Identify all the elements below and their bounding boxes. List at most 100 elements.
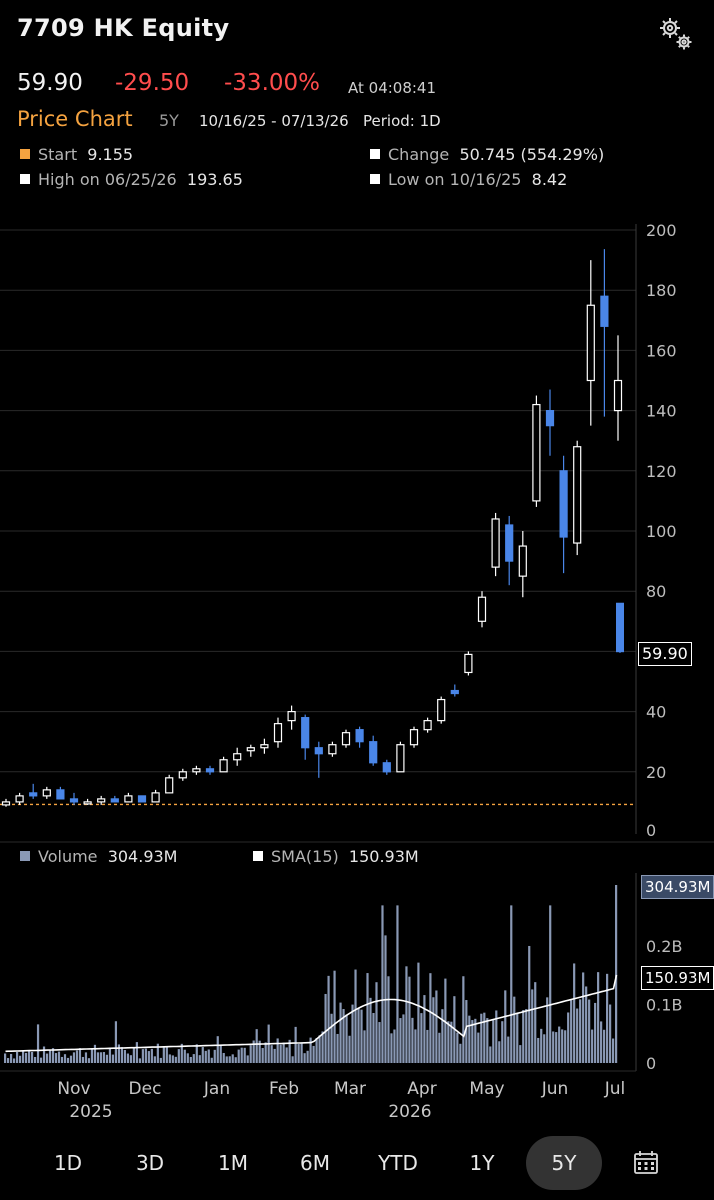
volume-bar xyxy=(270,1045,273,1063)
volume-bar xyxy=(27,1050,31,1063)
timeframe-6m[interactable]: 6M xyxy=(300,1151,330,1175)
stat-change-value: 50.745 (554.29%) xyxy=(459,145,605,164)
timeframe-3d[interactable]: 3D xyxy=(135,1151,165,1175)
x-month-label: Jul xyxy=(604,1079,626,1099)
timeframe-1y[interactable]: 1Y xyxy=(469,1151,495,1175)
volume-bar xyxy=(366,973,369,1063)
volume-bar xyxy=(33,1056,37,1063)
candle-body xyxy=(110,798,119,803)
candle-body xyxy=(151,792,160,803)
sma-label: SMA(15) xyxy=(271,847,339,866)
volume-bar xyxy=(204,1050,207,1063)
volume-bar xyxy=(549,905,552,1063)
volume-bar xyxy=(363,1030,366,1063)
volume-bar xyxy=(75,1050,79,1063)
last-price-tag: 59.90 xyxy=(638,642,692,666)
candle-body xyxy=(29,792,38,797)
volume-bar xyxy=(555,1032,558,1063)
volume-bar xyxy=(459,1043,462,1063)
page-title: 7709 HK Equity xyxy=(17,14,230,42)
volume-bar xyxy=(402,1014,405,1063)
volume-bar xyxy=(450,1021,453,1063)
price-chart-title: Price Chart xyxy=(17,107,133,131)
volume-bar xyxy=(468,1015,471,1063)
volume-bar xyxy=(273,1048,276,1063)
volume-bar xyxy=(4,1053,7,1063)
volume-legend: Volume 304.93M xyxy=(20,847,177,866)
stat-high-value: 193.65 xyxy=(186,170,243,189)
volume-bar xyxy=(510,905,513,1063)
volume-bar xyxy=(24,1052,28,1063)
volume-bar xyxy=(558,1026,561,1063)
volume-bar xyxy=(117,1044,121,1063)
volume-bar xyxy=(264,1042,267,1063)
volume-bar xyxy=(186,1053,189,1063)
timeframe-ytd[interactable]: YTD xyxy=(378,1151,418,1175)
candle-body xyxy=(586,304,595,382)
volume-bar xyxy=(426,1029,429,1063)
timeframe-1d[interactable]: 1D xyxy=(53,1151,83,1175)
volume-bar xyxy=(486,1018,489,1063)
volume-bar xyxy=(357,1008,360,1063)
volume-bar xyxy=(477,1032,480,1063)
x-month-label: Mar xyxy=(334,1079,366,1099)
volume-bar xyxy=(579,999,582,1063)
volume-bar xyxy=(438,1032,441,1063)
candle-body xyxy=(83,801,92,805)
candle-body xyxy=(314,747,323,755)
gear-icon[interactable] xyxy=(656,14,696,54)
volume-bar xyxy=(312,1045,315,1063)
calendar-icon[interactable] xyxy=(632,1150,660,1176)
volume-bar xyxy=(180,1043,183,1063)
candle-body xyxy=(600,295,609,327)
volume-bar xyxy=(324,993,327,1063)
volume-bar xyxy=(609,1004,612,1063)
volume-bar xyxy=(570,999,573,1063)
volume-bar xyxy=(456,1032,459,1063)
volume-bar xyxy=(597,972,600,1063)
volume-bar xyxy=(42,1046,46,1063)
volume-bar xyxy=(615,885,618,1063)
volume-bar xyxy=(351,1004,354,1063)
volume-bar xyxy=(246,1055,249,1063)
sma-line xyxy=(5,974,618,1053)
candle-body xyxy=(532,403,541,502)
candle-body xyxy=(205,768,215,773)
volume-bar xyxy=(435,990,438,1063)
candle-body xyxy=(42,789,51,797)
candle-body xyxy=(246,747,255,752)
volume-bar xyxy=(465,1000,468,1063)
timeframe-1m[interactable]: 1M xyxy=(218,1151,248,1175)
volume-bar xyxy=(171,1055,174,1063)
volume-bar xyxy=(96,1052,100,1063)
volume-bar xyxy=(39,1057,43,1063)
volume-bar xyxy=(306,1050,309,1063)
candle-body xyxy=(464,653,473,674)
price-and-volume-chart[interactable]: 02040608010012014016018020000.1B0.2BNovD… xyxy=(0,210,714,1130)
candle-body xyxy=(505,524,514,562)
low-marker xyxy=(370,174,380,184)
price-tick-label: 0 xyxy=(646,821,656,840)
volume-bar xyxy=(93,1044,97,1063)
volume-bar xyxy=(240,1047,243,1063)
volume-bar xyxy=(567,1012,570,1063)
volume-bar xyxy=(588,999,591,1063)
volume-bar xyxy=(15,1051,19,1063)
candle-body xyxy=(273,723,283,743)
volume-bar xyxy=(408,976,411,1063)
volume-bar xyxy=(225,1056,228,1063)
volume-bar xyxy=(483,1012,486,1063)
volume-bar xyxy=(252,1040,255,1063)
volume-tick-label: 0.2B xyxy=(646,937,682,956)
x-month-label: Jun xyxy=(541,1079,569,1099)
volume-bar xyxy=(327,975,330,1063)
volume-bar xyxy=(291,1056,294,1063)
volume-bar xyxy=(360,1009,363,1063)
volume-bar xyxy=(612,1038,615,1063)
volume-marker xyxy=(20,851,30,861)
timeframe-5y[interactable]: 5Y xyxy=(526,1136,602,1190)
volume-bar xyxy=(114,1021,118,1063)
sma-legend: SMA(15) 150.93M xyxy=(253,847,419,866)
candle-body xyxy=(124,795,133,803)
price-tick-label: 140 xyxy=(646,402,677,421)
